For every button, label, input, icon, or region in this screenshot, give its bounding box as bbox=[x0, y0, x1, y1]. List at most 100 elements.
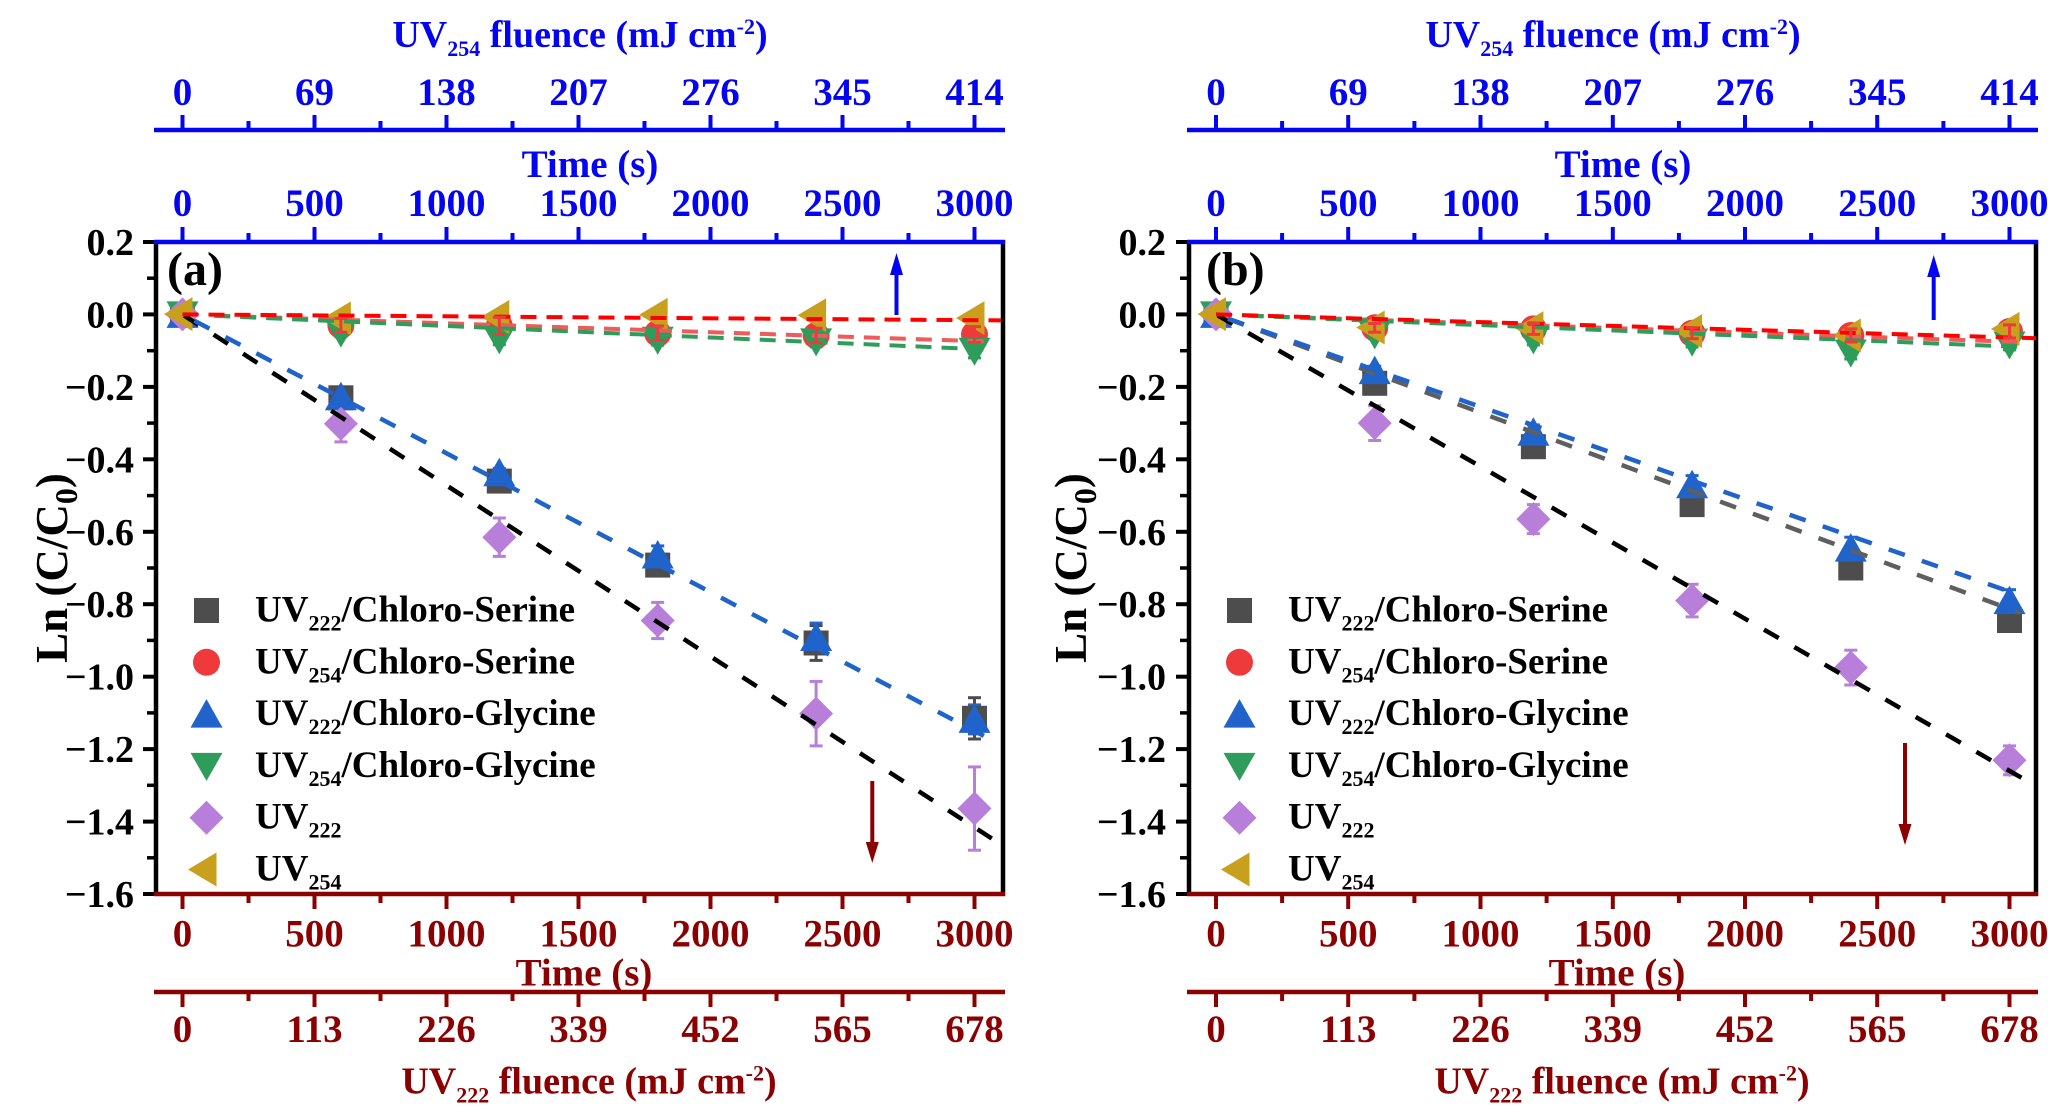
svg-text:69: 69 bbox=[295, 71, 334, 114]
svg-text:2500: 2500 bbox=[804, 182, 882, 225]
svg-text:UV254​/Chloro-Serine: UV254​/Chloro-Serine bbox=[1288, 641, 1608, 687]
svg-text:UV222​/Chloro-Glycine: UV222​/Chloro-Glycine bbox=[1288, 693, 1629, 739]
svg-text:1500: 1500 bbox=[540, 913, 618, 956]
svg-text:276: 276 bbox=[681, 71, 740, 114]
svg-text:UV222​/Chloro-Serine: UV222​/Chloro-Serine bbox=[1288, 590, 1608, 636]
svg-text:565: 565 bbox=[813, 1008, 872, 1051]
svg-text:−0.4: −0.4 bbox=[1097, 439, 1166, 481]
svg-text:452: 452 bbox=[681, 1008, 740, 1051]
svg-text:−1.4: −1.4 bbox=[65, 802, 134, 844]
svg-text:−1.2: −1.2 bbox=[1097, 729, 1166, 771]
svg-text:0.0: 0.0 bbox=[87, 294, 135, 336]
svg-text:−0.6: −0.6 bbox=[1097, 512, 1166, 554]
svg-text:452: 452 bbox=[1716, 1008, 1775, 1051]
svg-text:0: 0 bbox=[1206, 1008, 1226, 1051]
svg-text:1000: 1000 bbox=[408, 182, 486, 225]
svg-text:345: 345 bbox=[1848, 71, 1907, 114]
svg-text:678: 678 bbox=[945, 1008, 1004, 1051]
svg-text:Ln (C/C0​): Ln (C/C0​) bbox=[1046, 473, 1103, 663]
svg-text:0.2: 0.2 bbox=[87, 222, 135, 264]
svg-text:207: 207 bbox=[549, 71, 608, 114]
svg-text:0: 0 bbox=[1206, 71, 1226, 114]
svg-text:Time (s): Time (s) bbox=[522, 143, 659, 186]
svg-text:1000: 1000 bbox=[1442, 182, 1520, 225]
svg-text:1500: 1500 bbox=[1574, 913, 1652, 956]
svg-text:500: 500 bbox=[1319, 913, 1378, 956]
svg-text:−0.8: −0.8 bbox=[65, 584, 134, 626]
svg-text:Time (s): Time (s) bbox=[1549, 952, 1686, 995]
svg-text:69: 69 bbox=[1329, 71, 1368, 114]
svg-text:UV254​ fluence (mJ cm-2​): UV254​ fluence (mJ cm-2​) bbox=[392, 14, 767, 61]
svg-text:2000: 2000 bbox=[672, 182, 750, 225]
svg-text:UV254​: UV254​ bbox=[255, 849, 341, 895]
svg-text:UV222​ fluence (mJ cm-2​): UV222​ fluence (mJ cm-2​) bbox=[1434, 1061, 1809, 1108]
svg-text:UV222​/Chloro-Serine: UV222​/Chloro-Serine bbox=[255, 590, 575, 636]
svg-text:UV254​ fluence (mJ cm-2​): UV254​ fluence (mJ cm-2​) bbox=[1425, 14, 1800, 61]
svg-text:1000: 1000 bbox=[1442, 913, 1520, 956]
svg-text:−0.6: −0.6 bbox=[65, 512, 134, 554]
svg-text:500: 500 bbox=[285, 182, 344, 225]
svg-text:0: 0 bbox=[1206, 913, 1226, 956]
svg-text:226: 226 bbox=[417, 1008, 476, 1051]
svg-text:2500: 2500 bbox=[1838, 182, 1916, 225]
svg-text:(a): (a) bbox=[167, 243, 223, 296]
svg-text:Time (s): Time (s) bbox=[516, 952, 653, 995]
svg-text:1500: 1500 bbox=[1574, 182, 1652, 225]
svg-text:678: 678 bbox=[1980, 1008, 2039, 1051]
svg-text:UV222​: UV222​ bbox=[1288, 797, 1374, 843]
svg-text:414: 414 bbox=[945, 71, 1004, 114]
svg-text:3000: 3000 bbox=[936, 913, 1014, 956]
svg-text:−1.6: −1.6 bbox=[1097, 874, 1166, 916]
svg-text:Ln (C/C0​): Ln (C/C0​) bbox=[27, 473, 84, 663]
svg-text:UV254​/Chloro-Glycine: UV254​/Chloro-Glycine bbox=[255, 745, 596, 791]
svg-text:UV254​: UV254​ bbox=[1288, 849, 1374, 895]
svg-text:2000: 2000 bbox=[1706, 913, 1784, 956]
svg-text:UV222​: UV222​ bbox=[255, 797, 341, 843]
svg-text:565: 565 bbox=[1848, 1008, 1907, 1051]
svg-text:0.2: 0.2 bbox=[1119, 222, 1167, 264]
svg-text:Time (s): Time (s) bbox=[1555, 143, 1692, 186]
svg-text:0.0: 0.0 bbox=[1119, 294, 1167, 336]
svg-text:2000: 2000 bbox=[1706, 182, 1784, 225]
svg-text:276: 276 bbox=[1716, 71, 1775, 114]
svg-text:1500: 1500 bbox=[540, 182, 618, 225]
svg-text:207: 207 bbox=[1584, 71, 1643, 114]
svg-text:3000: 3000 bbox=[1971, 182, 2048, 225]
svg-text:UV254​/Chloro-Serine: UV254​/Chloro-Serine bbox=[255, 641, 575, 687]
svg-text:−1.4: −1.4 bbox=[1097, 802, 1166, 844]
svg-text:−1.0: −1.0 bbox=[65, 657, 134, 699]
svg-text:113: 113 bbox=[1320, 1008, 1376, 1051]
svg-text:2500: 2500 bbox=[804, 913, 882, 956]
svg-text:226: 226 bbox=[1451, 1008, 1510, 1051]
svg-text:500: 500 bbox=[1319, 182, 1378, 225]
svg-text:(b): (b) bbox=[1206, 243, 1265, 296]
svg-text:3000: 3000 bbox=[936, 182, 1014, 225]
svg-text:−1.2: −1.2 bbox=[65, 729, 134, 771]
svg-text:138: 138 bbox=[417, 71, 476, 114]
svg-text:345: 345 bbox=[813, 71, 872, 114]
svg-text:0: 0 bbox=[173, 913, 193, 956]
svg-text:2000: 2000 bbox=[672, 913, 750, 956]
svg-text:−0.4: −0.4 bbox=[65, 439, 134, 481]
svg-text:0: 0 bbox=[1206, 182, 1226, 225]
svg-text:−0.8: −0.8 bbox=[1097, 584, 1166, 626]
svg-text:0: 0 bbox=[173, 182, 193, 225]
svg-text:0: 0 bbox=[173, 71, 193, 114]
svg-text:138: 138 bbox=[1451, 71, 1510, 114]
svg-text:0: 0 bbox=[173, 1008, 193, 1051]
svg-text:−1.6: −1.6 bbox=[65, 874, 134, 916]
svg-text:−1.0: −1.0 bbox=[1097, 657, 1166, 699]
svg-text:−0.2: −0.2 bbox=[65, 367, 134, 409]
svg-text:113: 113 bbox=[286, 1008, 342, 1051]
svg-text:−0.2: −0.2 bbox=[1097, 367, 1166, 409]
svg-text:1000: 1000 bbox=[408, 913, 486, 956]
svg-text:UV254​/Chloro-Glycine: UV254​/Chloro-Glycine bbox=[1288, 745, 1629, 791]
svg-text:3000: 3000 bbox=[1971, 913, 2048, 956]
svg-text:UV222​ fluence (mJ cm-2​): UV222​ fluence (mJ cm-2​) bbox=[401, 1061, 776, 1108]
svg-text:414: 414 bbox=[1980, 71, 2039, 114]
svg-text:339: 339 bbox=[549, 1008, 608, 1051]
svg-text:339: 339 bbox=[1584, 1008, 1643, 1051]
svg-text:500: 500 bbox=[285, 913, 344, 956]
svg-text:2500: 2500 bbox=[1838, 913, 1916, 956]
svg-text:UV222​/Chloro-Glycine: UV222​/Chloro-Glycine bbox=[255, 693, 596, 739]
